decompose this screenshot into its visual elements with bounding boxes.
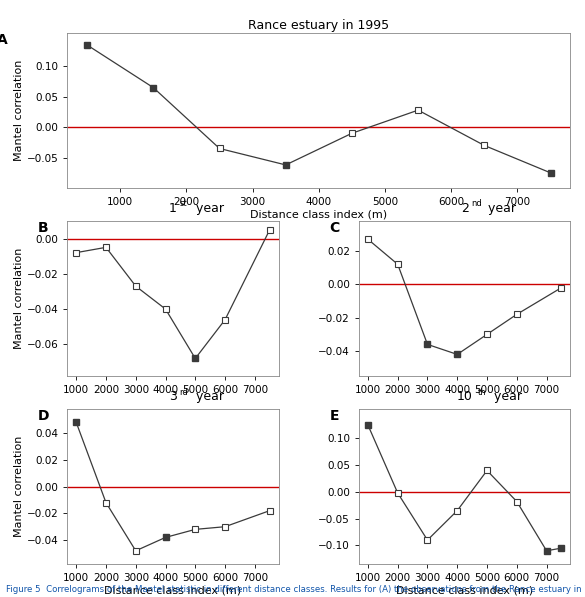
X-axis label: Distance class index (m): Distance class index (m) xyxy=(250,210,387,220)
Text: th: th xyxy=(477,387,486,396)
Text: year: year xyxy=(484,202,516,215)
Text: A: A xyxy=(0,33,8,47)
Text: year: year xyxy=(490,390,522,403)
Text: D: D xyxy=(37,409,49,423)
Y-axis label: Mantel correlation: Mantel correlation xyxy=(13,60,24,161)
Text: rd: rd xyxy=(180,387,188,396)
Text: 2: 2 xyxy=(461,202,469,215)
Y-axis label: Mantel correlation: Mantel correlation xyxy=(13,248,24,349)
Text: year: year xyxy=(192,390,224,403)
Text: nd: nd xyxy=(471,199,482,208)
Text: 10: 10 xyxy=(457,390,473,403)
Text: B: B xyxy=(37,221,49,235)
Text: E: E xyxy=(329,409,339,423)
X-axis label: Distance class index (m): Distance class index (m) xyxy=(396,586,534,596)
Text: Figure 5  Correlograms of the Mantel statistic in different distance classes. Re: Figure 5 Correlograms of the Mantel stat… xyxy=(6,585,585,594)
Text: 1: 1 xyxy=(169,202,177,215)
X-axis label: Distance class index (m): Distance class index (m) xyxy=(104,586,242,596)
Y-axis label: Mantel correlation: Mantel correlation xyxy=(13,436,24,537)
Text: year: year xyxy=(192,202,224,215)
Text: st: st xyxy=(180,199,187,208)
Title: Rance estuary in 1995: Rance estuary in 1995 xyxy=(248,19,390,32)
Text: C: C xyxy=(329,221,340,235)
Text: 3: 3 xyxy=(169,390,177,403)
